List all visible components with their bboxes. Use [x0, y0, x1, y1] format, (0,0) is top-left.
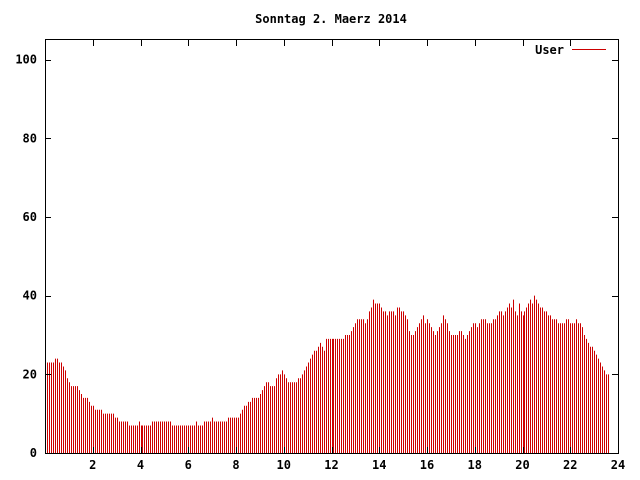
legend: User [535, 43, 606, 57]
y-tick-label: 100 [15, 53, 37, 67]
x-tick-label: 18 [468, 458, 482, 472]
x-tick-label: 2 [89, 458, 96, 472]
chart-title: Sonntag 2. Maerz 2014 [255, 12, 407, 26]
x-tick-label: 24 [611, 458, 625, 472]
y-tick-label: 0 [30, 446, 37, 460]
x-tick-label: 6 [185, 458, 192, 472]
x-tick-label: 22 [563, 458, 577, 472]
x-tick-label: 8 [232, 458, 239, 472]
plot-frame [45, 39, 619, 454]
y-tick-label: 60 [23, 210, 37, 224]
x-tick-label: 20 [515, 458, 529, 472]
x-tick-label: 14 [372, 458, 386, 472]
x-axis: 2 4 6 8 10 12 14 16 18 20 22 24 [89, 40, 625, 472]
bar-series-user [45, 295, 609, 453]
x-tick-label: 4 [137, 458, 144, 472]
x-tick-label: 16 [420, 458, 434, 472]
y-tick-label: 40 [23, 289, 37, 303]
x-tick-label: 10 [277, 458, 291, 472]
x-tick-label: 12 [324, 458, 338, 472]
y-tick-label: 20 [23, 367, 37, 381]
y-axis: 0 20 40 60 80 100 [15, 53, 618, 460]
y-tick-label: 80 [23, 131, 37, 145]
legend-label-user: User [535, 43, 564, 57]
